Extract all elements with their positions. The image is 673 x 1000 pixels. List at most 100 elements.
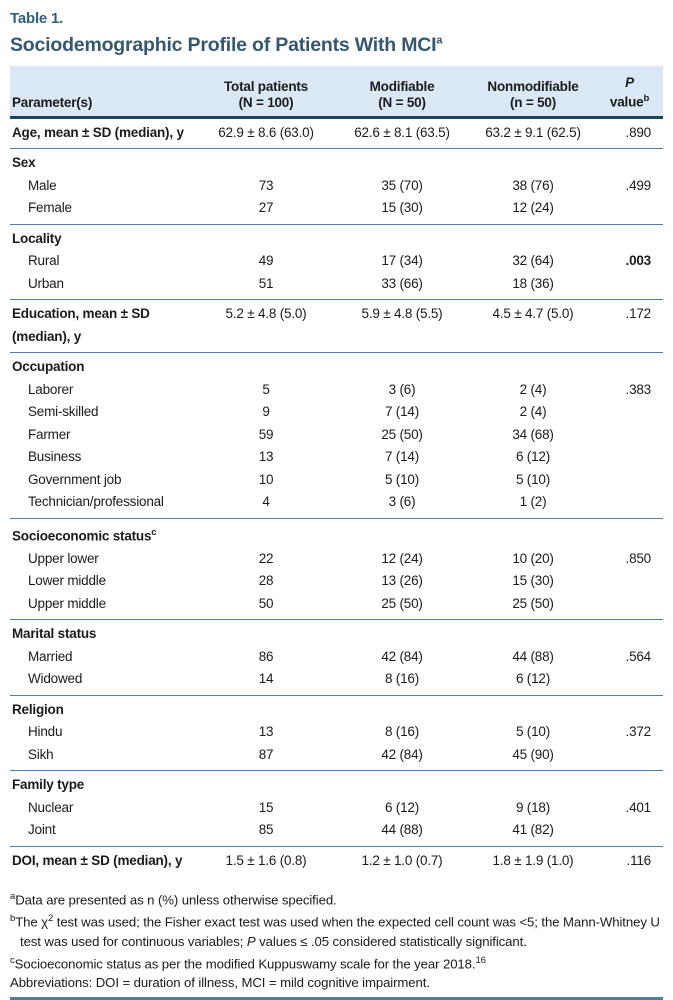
parameter-cell: Urban bbox=[28, 275, 64, 291]
table-row: Male 73 35 (70) 38 (76) .499 bbox=[10, 175, 663, 198]
table-row: Locality bbox=[10, 228, 663, 251]
value-cell: 5 (10) bbox=[515, 724, 551, 739]
table-row: Nuclear 15 6 (12) 9 (18) .401 bbox=[10, 797, 663, 820]
value-cell: 32 (64) bbox=[512, 253, 554, 268]
value-cell: 63.2 ± 9.1 (62.5) bbox=[485, 124, 581, 140]
table-section: Religion Hindu 13 8 (16) 5 (10) .372 Sikh 87 42 … bbox=[10, 696, 663, 771]
parameter-cell: Lower middle bbox=[28, 573, 106, 588]
column-header-parameters: Parameter(s) bbox=[12, 94, 93, 110]
value-cell: 13 bbox=[258, 724, 274, 739]
p-value-cell: .499 bbox=[625, 177, 652, 193]
p-value-cell: .372 bbox=[625, 724, 652, 739]
value-cell: 49 bbox=[258, 253, 274, 268]
p-value-cell: .116 bbox=[626, 852, 652, 868]
parameter-cell: Laborer bbox=[28, 381, 74, 397]
parameter-cell: Locality bbox=[12, 230, 62, 246]
table-row: Urban 51 33 (66) 18 (36) bbox=[10, 273, 663, 296]
p-value-cell: .401 bbox=[625, 799, 652, 815]
section-divider bbox=[10, 517, 663, 519]
value-cell: 12 (24) bbox=[381, 550, 423, 566]
value-cell: 44 (88) bbox=[381, 822, 423, 837]
value-cell: 6 (12) bbox=[384, 799, 420, 815]
parameter-cell: Male bbox=[28, 177, 57, 193]
value-cell: 2 (4) bbox=[519, 381, 547, 397]
value-cell: 5 (10) bbox=[384, 471, 420, 487]
parameter-cell: Upper middle bbox=[28, 595, 106, 611]
value-cell: 6 (12) bbox=[515, 671, 551, 686]
value-cell: 50 bbox=[258, 595, 274, 611]
parameter-cell: Sex bbox=[12, 155, 36, 170]
table-row: Government job 10 5 (10) 5 (10) bbox=[10, 469, 663, 492]
table-title-text: Sociodemographic Profile of Patients Wit… bbox=[10, 34, 437, 56]
value-cell: 4 bbox=[262, 494, 270, 509]
table-row: Socioeconomic statusc bbox=[10, 522, 663, 548]
table-section: Socioeconomic statusc Upper lower 22 12 (24… bbox=[10, 519, 663, 620]
parameter-cell: DOI, mean ± SD (median), y bbox=[12, 852, 183, 868]
footnote-b: bThe χ2 test was used; the Fisher exact … bbox=[10, 913, 660, 949]
value-cell: 87 bbox=[258, 746, 274, 762]
table-row: Religion bbox=[10, 699, 663, 722]
value-cell: 25 (50) bbox=[381, 426, 423, 442]
table-row: Joint 85 44 (88) 41 (82) bbox=[10, 819, 663, 842]
table-row: Married 86 42 (84) 44 (88) .564 bbox=[10, 646, 663, 669]
value-cell: 42 (84) bbox=[381, 648, 423, 664]
value-cell: 1 (2) bbox=[519, 494, 547, 509]
parameter-cell: Sikh bbox=[28, 746, 54, 762]
p-value-cell: .383 bbox=[625, 381, 652, 397]
value-cell: 14 bbox=[258, 671, 274, 686]
value-cell: 17 (34) bbox=[381, 253, 423, 268]
parameter-cell: Farmer bbox=[28, 426, 71, 442]
table-row: Upper middle 50 25 (50) 25 (50) bbox=[10, 593, 663, 616]
value-cell: 10 (20) bbox=[512, 550, 554, 566]
table-row: Lower middle 28 13 (26) 15 (30) bbox=[10, 570, 663, 593]
value-cell: 28 bbox=[258, 573, 274, 588]
value-cell: 25 (50) bbox=[512, 595, 554, 611]
parameter-cell: Technician/professional bbox=[28, 494, 164, 509]
table-row: DOI, mean ± SD (median), y 1.5 ± 1.6 (0.8… bbox=[10, 850, 663, 873]
value-cell: 6 (12) bbox=[515, 449, 551, 464]
p-value-cell: .564 bbox=[625, 648, 652, 664]
table-title-superscript: a bbox=[436, 34, 443, 47]
value-cell: 25 (50) bbox=[381, 595, 423, 611]
column-header-total-patients: Total patients (N = 100) bbox=[224, 78, 308, 110]
parameter-cell: Education, mean ± SD (median), y bbox=[12, 306, 150, 344]
table-row: Widowed 14 8 (16) 6 (12) bbox=[10, 668, 663, 691]
value-cell: 12 (24) bbox=[512, 200, 554, 215]
parameter-cell: Rural bbox=[28, 253, 60, 268]
table-section: Sex Male 73 35 (70) 38 (76) .499 Female 27 15 (3… bbox=[10, 149, 663, 224]
parameter-cell: Joint bbox=[28, 822, 56, 837]
table-row: Semi-skilled 9 7 (14) 2 (4) bbox=[10, 401, 663, 424]
parameter-cell: Religion bbox=[12, 701, 64, 717]
table-section: DOI, mean ± SD (median), y 1.5 ± 1.6 (0.8… bbox=[10, 847, 663, 877]
value-cell: 33 (66) bbox=[381, 275, 423, 291]
table-section: Occupation Laborer 5 3 (6) 2 (4) .383 Semi-ski… bbox=[10, 353, 663, 518]
table-body: Age, mean ± SD (median), y 62.9 ± 8.6 (63… bbox=[10, 119, 663, 877]
table-row: Age, mean ± SD (median), y 62.9 ± 8.6 (63… bbox=[10, 122, 663, 145]
parameter-cell: Occupation bbox=[12, 359, 85, 374]
value-cell: 62.9 ± 8.6 (63.0) bbox=[218, 124, 314, 140]
value-cell: 15 (30) bbox=[512, 573, 554, 588]
section-divider bbox=[10, 223, 663, 225]
value-cell: 1.2 ± 1.0 (0.7) bbox=[361, 852, 443, 868]
parameter-cell: Married bbox=[28, 648, 73, 664]
parameter-cell: Government job bbox=[28, 471, 122, 487]
column-header-modifiable: Modifiable (N = 50) bbox=[369, 78, 435, 110]
table-row: Sikh 87 42 (84) 45 (90) bbox=[10, 744, 663, 767]
value-cell: 51 bbox=[258, 275, 274, 291]
section-divider bbox=[10, 694, 663, 696]
value-cell: 1.5 ± 1.6 (0.8) bbox=[225, 852, 307, 868]
value-cell: 62.6 ± 8.1 (63.5) bbox=[354, 124, 450, 140]
parameter-cell: Upper lower bbox=[28, 550, 99, 566]
value-cell: 3 (6) bbox=[388, 381, 416, 397]
table-label: Table 1. bbox=[10, 10, 64, 27]
value-cell: 5 (10) bbox=[515, 471, 551, 487]
section-divider bbox=[10, 619, 663, 620]
value-cell: 2 (4) bbox=[519, 404, 547, 419]
table-row: Laborer 5 3 (6) 2 (4) .383 bbox=[10, 379, 663, 402]
value-cell: 73 bbox=[258, 177, 274, 193]
value-cell: 15 bbox=[258, 799, 274, 815]
table-row: Occupation bbox=[10, 356, 663, 379]
value-cell: 7 (14) bbox=[384, 449, 420, 464]
p-value-superscript: b bbox=[643, 93, 650, 104]
